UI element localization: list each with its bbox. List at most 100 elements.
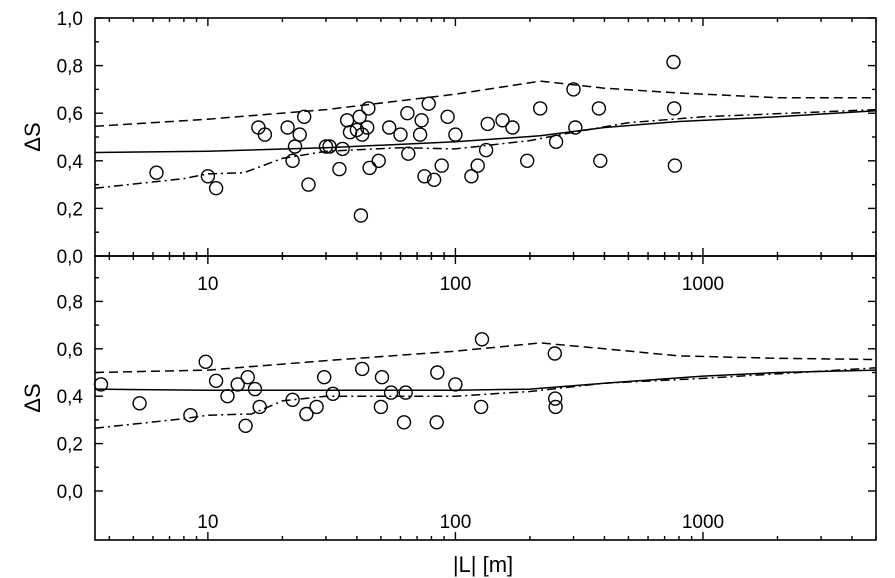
dashed-line bbox=[94, 342, 877, 374]
data-point bbox=[322, 139, 337, 154]
data-point bbox=[208, 373, 224, 388]
data-point bbox=[93, 377, 109, 392]
data-point bbox=[332, 161, 347, 177]
data-point bbox=[285, 392, 300, 407]
x-tick-label: 100 bbox=[440, 512, 472, 533]
data-point bbox=[448, 127, 463, 142]
data-point bbox=[325, 386, 341, 401]
data-point bbox=[400, 105, 415, 121]
top-panel: 0,0 0,2 0,4 0,6 0,8 1,0 10 100 1000 ΔS bbox=[20, 9, 877, 295]
data-point bbox=[448, 377, 463, 392]
data-point bbox=[429, 415, 444, 430]
data-point bbox=[396, 415, 412, 430]
panel-frame bbox=[94, 255, 877, 541]
data-point bbox=[495, 113, 510, 128]
data-point bbox=[238, 418, 253, 433]
data-point bbox=[430, 365, 445, 380]
data-point bbox=[280, 120, 295, 135]
data-point bbox=[548, 134, 564, 150]
y-tick-label: 0,8 bbox=[57, 292, 83, 313]
data-point bbox=[339, 113, 355, 128]
data-point bbox=[591, 101, 607, 116]
data-point bbox=[292, 127, 307, 142]
data-point bbox=[240, 370, 256, 385]
data-point bbox=[257, 127, 273, 142]
data-point bbox=[374, 370, 390, 385]
data-point bbox=[426, 172, 442, 188]
data-point bbox=[132, 396, 147, 411]
data-point bbox=[373, 399, 389, 415]
data-point bbox=[520, 153, 535, 169]
data-point bbox=[355, 361, 370, 377]
x-axis-label: |L| [m] bbox=[453, 552, 513, 577]
dashdot-line bbox=[94, 367, 877, 429]
data-point bbox=[317, 370, 332, 385]
data-point bbox=[353, 208, 369, 223]
data-point bbox=[361, 101, 376, 116]
data-point bbox=[412, 127, 428, 142]
x-tick-label: 1000 bbox=[682, 512, 724, 533]
data-point bbox=[208, 180, 224, 196]
data-point bbox=[505, 120, 520, 135]
data-point bbox=[383, 385, 399, 400]
data-point bbox=[299, 406, 314, 422]
x-tick-label: 1000 bbox=[682, 274, 724, 295]
data-point bbox=[398, 385, 413, 400]
data-point bbox=[200, 169, 216, 184]
data-point bbox=[382, 120, 397, 135]
data-point bbox=[547, 346, 562, 361]
y-tick-label: 0,4 bbox=[57, 152, 84, 173]
data-point bbox=[414, 113, 429, 128]
data-point bbox=[355, 127, 370, 142]
data-point bbox=[401, 146, 416, 161]
y-tick-label: 0,2 bbox=[57, 435, 83, 456]
y-tick-label: 0,0 bbox=[57, 482, 83, 503]
data-point bbox=[548, 399, 563, 415]
data-point bbox=[480, 116, 495, 132]
data-point bbox=[297, 109, 312, 125]
data-point bbox=[593, 153, 608, 169]
data-point bbox=[473, 399, 489, 415]
y-tick-label: 1,0 bbox=[57, 9, 83, 30]
data-point bbox=[220, 389, 235, 404]
data-point bbox=[464, 169, 479, 184]
data-point bbox=[568, 120, 583, 135]
y-axis-label: ΔS bbox=[20, 122, 45, 151]
bottom-panel: 0,0 0,2 0,4 0,6 0,8 10 100 1000 ΔS bbox=[20, 255, 877, 541]
data-point bbox=[417, 169, 432, 184]
dashdot-line bbox=[94, 108, 877, 189]
data-point bbox=[533, 101, 548, 116]
y-axis-label: ΔS bbox=[20, 383, 45, 412]
y-tick-label: 0,8 bbox=[57, 57, 83, 78]
data-point bbox=[198, 354, 213, 369]
y-tick-label: 0,4 bbox=[57, 387, 84, 408]
data-point bbox=[342, 124, 358, 140]
data-point bbox=[362, 160, 377, 176]
data-point bbox=[371, 153, 386, 169]
data-point bbox=[421, 96, 436, 111]
data-point bbox=[393, 127, 408, 142]
data-point bbox=[252, 399, 267, 415]
data-point bbox=[667, 158, 683, 173]
data-point bbox=[309, 399, 324, 415]
solid-line bbox=[94, 369, 877, 392]
data-point bbox=[149, 165, 164, 180]
x-tick-label: 100 bbox=[440, 274, 472, 295]
dashed-line bbox=[94, 80, 876, 128]
data-point bbox=[478, 142, 494, 158]
data-point bbox=[470, 158, 485, 173]
data-point bbox=[287, 139, 303, 154]
data-point bbox=[548, 391, 563, 406]
x-tick-label: 10 bbox=[197, 274, 218, 295]
y-tick-label: 0,6 bbox=[57, 340, 83, 361]
data-point bbox=[230, 377, 245, 392]
x-tick-label: 10 bbox=[197, 512, 218, 533]
data-point bbox=[285, 153, 300, 169]
y-tick-label: 0,2 bbox=[57, 199, 83, 220]
data-point bbox=[434, 158, 449, 173]
data-point bbox=[183, 408, 198, 423]
data-point bbox=[335, 141, 350, 157]
data-point bbox=[566, 82, 581, 97]
y-tick-label: 0,0 bbox=[57, 247, 83, 268]
